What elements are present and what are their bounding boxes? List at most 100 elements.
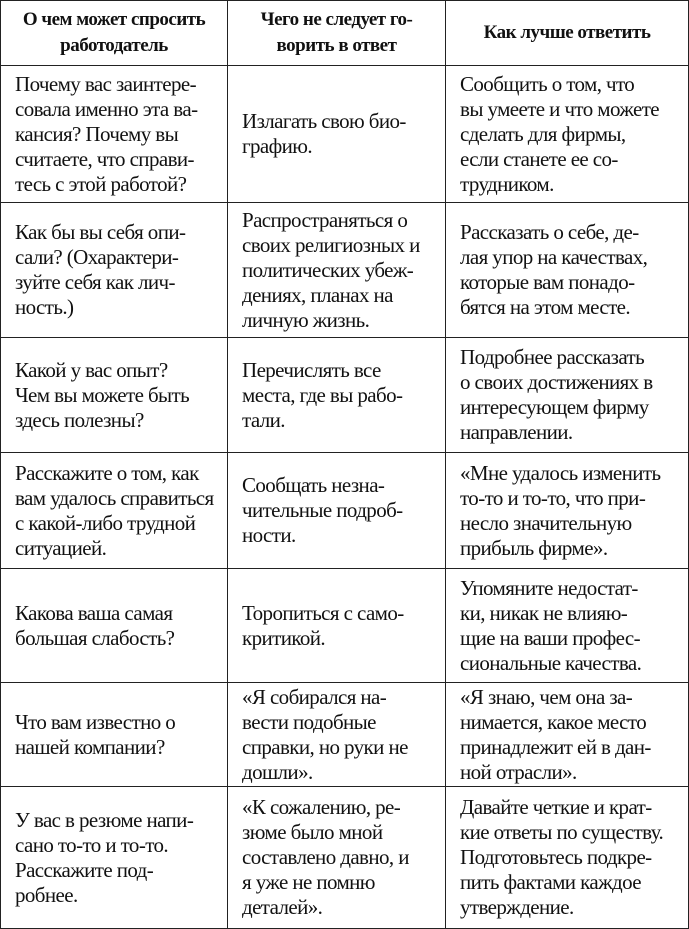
text-line: вам удалось справиться [15, 485, 214, 510]
cell-best-answer: «Мне удалось изменить то-то и то-то, что … [445, 452, 689, 569]
text-line: если станете ее со- [460, 146, 618, 171]
text-line: щие на ваши профес- [460, 625, 641, 650]
table-row: Какой у вас опыт? Чем вы можете быть здесь… [0, 337, 689, 453]
cell-employer-question: У вас в резюме напи-сано то-то и то-то. Р… [0, 786, 228, 929]
text-line: принадлежит ей в дан- [460, 734, 651, 759]
text-line: Подробнее рассказать [460, 345, 645, 369]
text-line: интересующем фирму [460, 395, 649, 419]
table-row: Расскажите о том, как вам удалось справит… [0, 452, 689, 569]
text-line: графию. [242, 134, 313, 158]
table-row: У вас в резюме напи-сано то-то и то-то. Р… [0, 786, 689, 929]
text-line: ность.) [15, 295, 74, 319]
cell-what-not-to-say: Перечислять все места, где вы рабо-тали. [227, 337, 446, 453]
cell-employer-question: Какова ваша самая большая слабость? [0, 568, 228, 683]
text-line: Сообщать незна- [242, 473, 385, 497]
cell-employer-question: Как бы вы себя опи-сали? (Охарактери-зуй… [0, 202, 228, 338]
text-line: Расскажите под- [15, 857, 154, 882]
text-line: ситуацией. [15, 535, 107, 560]
text-line: тали. [242, 407, 286, 432]
text-line: тесь с этой работой? [15, 171, 187, 196]
cell-what-not-to-say: Излагать свою био-графию. [227, 65, 446, 203]
text-line: вы умеете и что можете [460, 96, 660, 121]
cell-best-answer: Упомяните недостат-ки, никак не влияю-щи… [445, 568, 689, 683]
text-line: дениях, планах на [242, 282, 393, 307]
table-row: Что вам известно о нашей компании? «Я соби… [0, 682, 689, 787]
text-line: О чем может спросить [22, 9, 206, 30]
cell-best-answer: Подробнее рассказать о своих достижениях … [445, 337, 689, 453]
text-line: несло значительную [460, 510, 632, 535]
text-line: прибыль фирме». [460, 535, 608, 560]
text-line: составлено давно, и [242, 845, 409, 869]
text-line: Почему вас заинтере- [15, 71, 197, 96]
text-line: вести подобные [242, 709, 377, 734]
text-line: зуйте себя как лич- [15, 270, 175, 294]
text-line: которые вам понадо- [460, 270, 635, 294]
table-row: Какова ваша самая большая слабость? Торопи… [0, 568, 689, 683]
text-line: считаете, что справи- [15, 146, 195, 171]
header-row: О чем может спросить работодатель Чего не … [0, 0, 689, 66]
text-line: с какой-либо трудной [15, 510, 196, 535]
text-line: совала именно эта ва- [15, 96, 198, 121]
text-line: кие ответы по существу. [460, 820, 664, 844]
cell-what-not-to-say: «К сожалению, ре-зюме было мной составлен… [227, 786, 446, 929]
column-header-best-answer: Как лучше ответить [445, 0, 689, 66]
cell-what-not-to-say: «Я собирался на-вести подобные справки, н… [227, 682, 446, 787]
cell-best-answer: Сообщить о том, что вы умеете и что может… [445, 65, 689, 203]
text-line: Что вам известно о [15, 709, 176, 734]
text-line: утверждение. [460, 895, 574, 919]
column-header-employer-question: О чем может спросить работодатель [0, 0, 228, 66]
text-line: места, где вы рабо- [242, 382, 403, 407]
text-line: работодатель [60, 35, 168, 56]
text-line: Чего не следует го- [260, 9, 413, 30]
cell-what-not-to-say: Распространяться о своих религиозных и пол… [227, 202, 446, 338]
text-line: «Я знаю, чем она за- [460, 684, 633, 709]
text-line: своих религиозных и [242, 232, 420, 257]
cell-employer-question: Какой у вас опыт? Чем вы можете быть здесь… [0, 337, 228, 453]
table-row: Как бы вы себя опи-сали? (Охарактери-зуй… [0, 202, 689, 338]
text-line: трудником. [460, 171, 554, 196]
text-line: Расскажите о том, как [15, 460, 199, 485]
text-line: Излагать свою био- [242, 109, 406, 133]
text-line: Упомяните недостат- [460, 575, 638, 600]
text-line: Чем вы можете быть [15, 382, 190, 407]
text-line: Как лучше ответить [483, 22, 651, 43]
cell-best-answer: Рассказать о себе, де-лая упор на качест… [445, 202, 689, 338]
table-row: Почему вас заинтере-совала именно эта ва… [0, 65, 689, 203]
text-line: здесь полезны? [15, 407, 144, 432]
cell-employer-question: Что вам известно о нашей компании? [0, 682, 228, 787]
text-line: Перечислять все [242, 357, 381, 382]
text-line: Сообщить о том, что [460, 71, 635, 96]
cell-what-not-to-say: Торопиться с само-критикой. [227, 568, 446, 683]
text-line: ной отрасли». [460, 759, 577, 784]
text-line: Распространяться о [242, 207, 408, 232]
cell-employer-question: Почему вас заинтере-совала именно эта ва… [0, 65, 228, 203]
text-line: лая упор на качествах, [460, 245, 648, 269]
text-line: ворить в ответ [276, 35, 397, 56]
text-line: чительные подроб- [242, 498, 403, 522]
cell-what-not-to-say: Сообщать незна-чительные подроб-ности. [227, 452, 446, 569]
text-line: Давайте четкие и крат- [460, 795, 652, 819]
text-line: сиональные качества. [460, 650, 642, 675]
text-line: сано то-то и то-то. [15, 832, 169, 857]
text-line: нашей компании? [15, 734, 165, 759]
text-line: личную жизнь. [242, 307, 370, 332]
text-line: кансия? Почему вы [15, 121, 179, 146]
text-line: дошли». [242, 759, 313, 784]
text-line: Какой у вас опыт? [15, 357, 168, 382]
text-line: направлении. [460, 420, 573, 444]
cell-best-answer: «Я знаю, чем она за-нимается, какое мест… [445, 682, 689, 787]
text-line: «Я собирался на- [242, 684, 387, 709]
text-line: бятся на этом месте. [460, 295, 631, 319]
text-line: пить фактами каждое [460, 870, 642, 894]
cell-employer-question: Расскажите о том, как вам удалось справит… [0, 452, 228, 569]
text-line: политических убеж- [242, 257, 414, 282]
text-line: «Мне удалось изменить [460, 460, 661, 485]
text-line: деталей». [242, 895, 323, 919]
text-line: я уже не помню [242, 870, 376, 894]
text-line: сали? (Охарактери- [15, 245, 179, 269]
text-line: Какова ваша самая [15, 600, 173, 625]
text-line: Как бы вы себя опи- [15, 220, 186, 244]
text-line: «К сожалению, ре- [242, 795, 401, 819]
text-line: ности. [242, 523, 296, 547]
